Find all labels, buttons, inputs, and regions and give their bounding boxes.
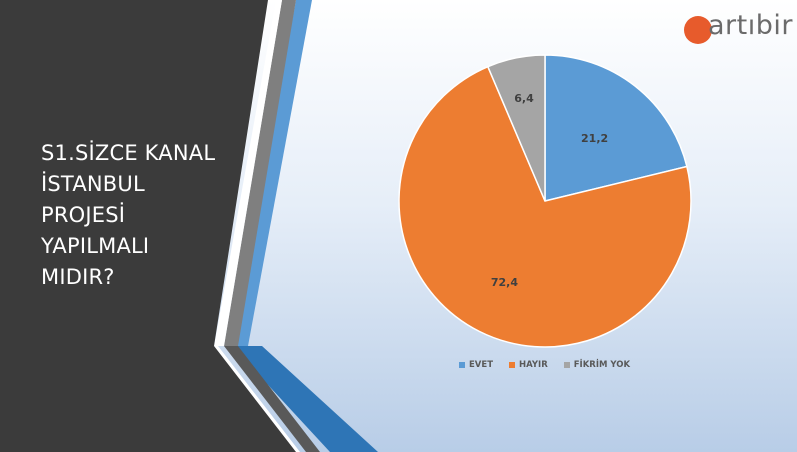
legend-swatch-evet bbox=[459, 362, 465, 368]
pie-data-labels: 21,2 72,4 6,4 bbox=[491, 92, 608, 289]
data-label-fi-kri-m-yok: 6,4 bbox=[514, 92, 534, 105]
slide-title: S1.SİZCE KANAL İSTANBUL PROJESİ YAPILMAL… bbox=[41, 141, 216, 289]
pie-slice-fi-kri-m-yok bbox=[486, 54, 546, 202]
legend-label-evet: EVET bbox=[469, 360, 493, 370]
data-label-evet: 21,2 bbox=[581, 132, 608, 145]
grey-stripe bbox=[224, 0, 296, 346]
data-label-hayir: 72,4 bbox=[491, 276, 518, 289]
legend-item-fikrim-yok: FİKRİM YOK bbox=[563, 360, 631, 370]
legend-label-fikrim-yok: FİKRİM YOK bbox=[573, 360, 631, 370]
legend-label-hayir: HAYIR bbox=[519, 360, 548, 370]
legend-item-hayir: HAYIR bbox=[509, 360, 548, 370]
dark-panel bbox=[0, 0, 296, 452]
pie-slice-evet bbox=[544, 54, 688, 202]
dark-blue-stripe bbox=[232, 346, 378, 452]
logo-circle-icon bbox=[684, 16, 712, 44]
pie-slice-hayir bbox=[398, 65, 692, 348]
logo: artıbir bbox=[684, 4, 794, 54]
legend-item-evet: EVET bbox=[459, 360, 493, 370]
legend-swatch-hayir bbox=[509, 362, 515, 368]
logo-text: artıbir bbox=[708, 10, 793, 41]
grey-lower-stripe bbox=[224, 346, 320, 452]
pie-slices bbox=[398, 54, 692, 348]
legend-swatch-fikrim-yok bbox=[563, 362, 570, 368]
chart-legend: EVET HAYIR FİKRİM YOK bbox=[459, 360, 630, 370]
